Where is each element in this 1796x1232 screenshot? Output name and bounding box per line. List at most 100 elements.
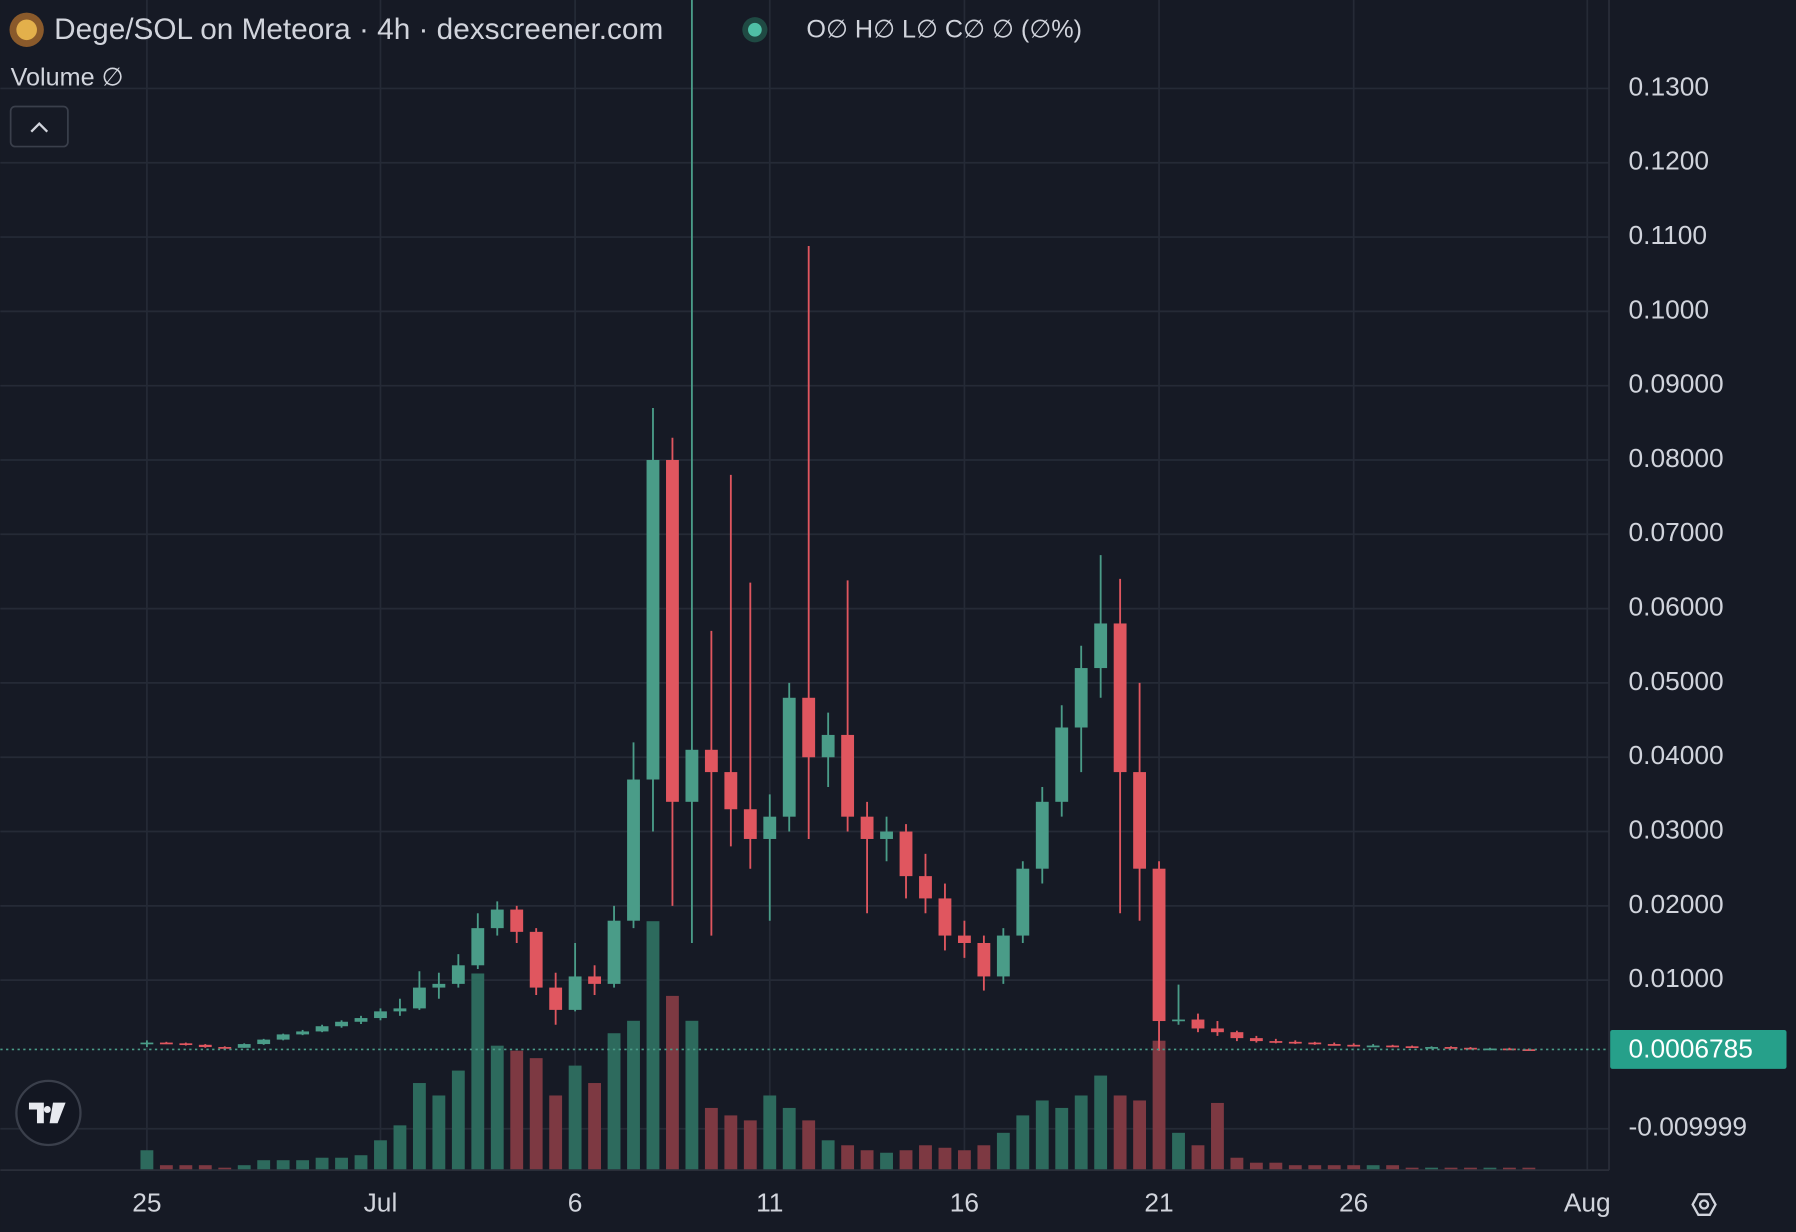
time-axis: 25 Jul 6 11 16 21 26 Aug [132, 1187, 1611, 1217]
volume-bar [412, 1083, 426, 1171]
volume-bar [276, 1160, 290, 1171]
tv-logo[interactable] [15, 1079, 82, 1147]
volume-legend: Volume ∅ [11, 64, 124, 92]
candle-body [685, 749, 699, 802]
candle-body [1464, 1047, 1477, 1050]
volume-bar [860, 1150, 874, 1171]
candle-body [1172, 1019, 1185, 1022]
volume-bar [957, 1150, 971, 1171]
volume-bar [841, 1145, 855, 1171]
candle-body [977, 943, 991, 977]
candle-body [568, 976, 582, 1010]
y-tick-label: 0.1000 [1628, 294, 1709, 324]
volume-bar [1191, 1145, 1205, 1171]
y-tick-label: 0.08000 [1628, 443, 1723, 473]
candle-body [393, 1008, 407, 1012]
candle-body [1016, 868, 1030, 936]
volume-bar [1522, 1167, 1536, 1171]
x-tick-label: 6 [568, 1187, 583, 1217]
candle-body [1386, 1045, 1400, 1048]
volume-bar [198, 1165, 212, 1171]
volume-bar [685, 1020, 699, 1171]
candle-body [1444, 1047, 1458, 1049]
candle-body [529, 931, 543, 988]
volume-layer [140, 921, 1536, 1171]
candle-body [1522, 1049, 1536, 1051]
volume-bar [140, 1150, 154, 1171]
volume-bar [627, 1020, 640, 1171]
y-tick-label: 0.07000 [1628, 517, 1723, 547]
volume-bar [919, 1145, 932, 1171]
candle-body [354, 1018, 368, 1022]
candle-body [627, 779, 640, 921]
volume-bar [1444, 1167, 1458, 1171]
candle-body [724, 772, 738, 810]
volume-bar [568, 1065, 582, 1171]
x-tick-label: Jul [364, 1187, 398, 1217]
candle-body [276, 1034, 290, 1040]
volume-bar [1055, 1107, 1069, 1171]
candle-body [1035, 801, 1049, 869]
candle-body [1347, 1044, 1361, 1047]
volume-bar [529, 1058, 543, 1171]
x-tick-label: 25 [132, 1187, 161, 1217]
volume-bar [1230, 1157, 1244, 1171]
volume-bar [393, 1125, 407, 1171]
volume-bar [607, 1033, 621, 1171]
volume-bar [179, 1165, 193, 1171]
candle-body [646, 459, 660, 780]
candle-body [763, 816, 777, 839]
last-price-tag [1610, 1029, 1787, 1069]
x-tick-label: 11 [756, 1187, 783, 1217]
candle-body [179, 1043, 193, 1046]
settings-icon[interactable] [1691, 1193, 1717, 1216]
candle-body [1133, 772, 1147, 869]
x-tick-label: 21 [1144, 1187, 1173, 1217]
candle-body [1249, 1038, 1263, 1042]
candle-body [490, 909, 504, 929]
volume-bar [1502, 1167, 1516, 1171]
candle-body [471, 928, 485, 966]
candle-body [1327, 1044, 1341, 1046]
volume-bar [1483, 1167, 1497, 1171]
candle-layer [140, 0, 1536, 1051]
y-tick-label: 0.02000 [1628, 889, 1723, 919]
volume-bar [374, 1140, 387, 1171]
volume-bar [1308, 1165, 1322, 1171]
collapse-icon [30, 122, 49, 133]
candle-body [996, 935, 1010, 977]
candle-body [743, 809, 757, 839]
candle-body [140, 1042, 154, 1045]
candle-body [257, 1039, 271, 1045]
settings-icon-center [1698, 1199, 1710, 1210]
volume-bar [782, 1107, 796, 1171]
volume-bar [763, 1095, 777, 1171]
candle-body [821, 734, 835, 758]
candle-body [1074, 668, 1088, 728]
candle-body [1055, 727, 1069, 802]
candle-body [1425, 1047, 1438, 1049]
candle-body [1152, 868, 1166, 1022]
collapse-button[interactable] [9, 105, 69, 148]
candle-body [159, 1042, 173, 1045]
volume-bar [899, 1150, 913, 1171]
candle-body [432, 983, 446, 988]
pair-logo-inner [16, 19, 37, 41]
y-tick-label: 0.03000 [1628, 814, 1723, 844]
volume-bar [1133, 1100, 1147, 1171]
candle-body [549, 987, 563, 1010]
candle-body [1308, 1042, 1322, 1045]
axes: 0.1300 0.1200 0.1100 0.1000 0.09000 0.08000 0.… [0, 71, 1787, 1142]
candle-body [1502, 1048, 1516, 1051]
volume-bar [237, 1165, 251, 1171]
candle-body [704, 749, 718, 773]
y-tick-label: -0.009999 [1628, 1112, 1747, 1142]
chart-title: Dege/SOL on Meteora · 4h · dexscreener.c… [54, 13, 663, 46]
volume-bar [1172, 1132, 1185, 1171]
candle-body [919, 876, 932, 899]
volume-bar [1211, 1102, 1224, 1171]
candle-body [880, 831, 893, 839]
x-tick-label: Aug [1564, 1187, 1611, 1217]
